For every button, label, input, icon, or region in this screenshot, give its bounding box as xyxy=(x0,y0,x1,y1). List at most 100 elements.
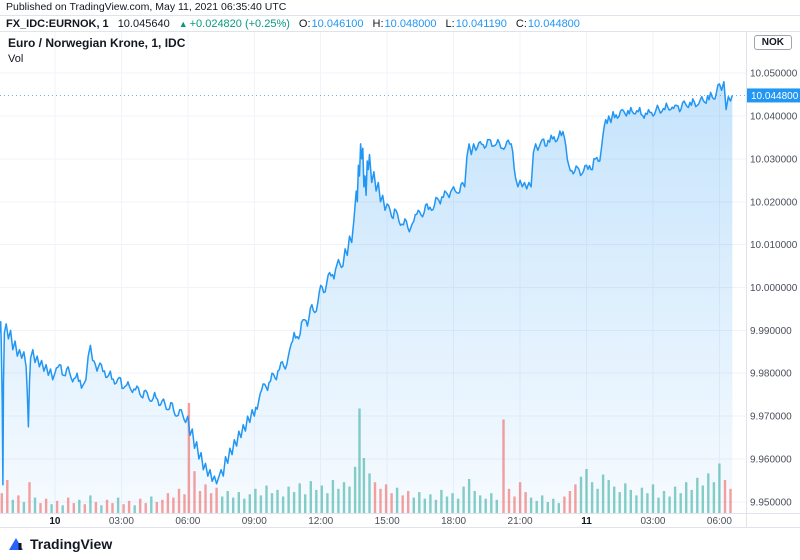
open-value: O:10.046100 xyxy=(298,17,364,30)
volume-bar xyxy=(541,495,544,513)
volume-bar xyxy=(127,500,131,513)
y-axis-label: 9.960000 xyxy=(750,454,792,465)
volume-bar xyxy=(607,480,610,513)
volume-bar xyxy=(177,488,181,513)
volume-bar xyxy=(418,492,421,513)
volume-bar xyxy=(44,498,48,513)
volume-bar xyxy=(276,489,279,513)
volume-bar xyxy=(479,495,482,513)
volume-bar xyxy=(529,497,533,513)
volume-bar xyxy=(281,496,285,513)
tradingview-logo[interactable] xyxy=(8,536,24,552)
volume-bar xyxy=(701,485,704,513)
x-axis-label: 18:00 xyxy=(441,516,466,527)
y-axis-label: 9.990000 xyxy=(750,326,792,337)
volume-bar xyxy=(226,491,229,513)
x-axis-label: 11 xyxy=(581,516,592,527)
volume-bar xyxy=(557,503,560,513)
chart-legend-volume[interactable]: Vol xyxy=(8,53,24,65)
volume-bar xyxy=(155,502,158,513)
volume-bar xyxy=(524,492,527,513)
up-arrow-icon: ▲ xyxy=(178,18,188,29)
volume-bar xyxy=(144,503,147,513)
volume-bar xyxy=(304,494,307,513)
y-axis-label: 10.050000 xyxy=(750,69,798,80)
volume-bar xyxy=(315,489,318,513)
symbol-bar: FX_IDC:EURNOK, 1 10.045640 ▲ +0.024820 (+… xyxy=(0,16,800,32)
volume-bar xyxy=(337,488,340,513)
price-scale[interactable]: 10.050000 10.040000 10.030000 10.020000 10.0… xyxy=(750,69,798,509)
volume-bar xyxy=(187,403,191,513)
time-scale[interactable]: 10 03:00 06:00 09:00 12:00 15:00 18:00 21:00 11 0… xyxy=(49,516,732,527)
volume-bar xyxy=(718,463,721,513)
volume-bar xyxy=(72,503,75,513)
volume-bar xyxy=(546,502,549,513)
volume-bar xyxy=(215,487,218,513)
x-axis-label: 03:00 xyxy=(109,516,134,527)
line-series xyxy=(0,80,734,486)
x-axis-label: 21:00 xyxy=(508,516,533,527)
volume-bar xyxy=(635,495,638,513)
y-axis-label: 10.040000 xyxy=(750,112,798,123)
volume-bar xyxy=(61,505,64,513)
volume-bar xyxy=(685,482,688,513)
volume-bar xyxy=(265,485,268,513)
volume-bar xyxy=(28,482,31,513)
volume-bar xyxy=(618,492,621,513)
volume-bar xyxy=(445,496,449,513)
volume-bar xyxy=(298,483,301,513)
x-axis-label: 15:00 xyxy=(375,516,400,527)
y-axis-label: 9.980000 xyxy=(750,369,792,380)
volume-bar xyxy=(22,502,26,513)
low-value: L:10.041190 xyxy=(445,17,507,30)
volume-bar xyxy=(662,491,666,513)
volume-bar xyxy=(368,473,371,513)
volume-bar xyxy=(373,482,377,513)
volume-bar xyxy=(624,483,627,513)
volume-bar xyxy=(183,494,186,513)
currency-toggle-button[interactable]: NOK xyxy=(753,35,792,50)
price-chart-canvas[interactable]: 10.050000 10.040000 10.030000 10.020000 10.0… xyxy=(0,32,800,527)
volume-bar xyxy=(254,488,257,513)
close-value: C:10.044800 xyxy=(515,17,580,30)
volume-bar xyxy=(243,498,246,513)
footer: TradingView xyxy=(0,527,800,559)
publish-text: Published on TradingView.com, May 11, 20… xyxy=(6,1,287,13)
volume-bar xyxy=(67,497,70,513)
x-axis-label: 09:00 xyxy=(242,516,267,527)
change-value: +0.024820 (+0.25%) xyxy=(189,17,290,30)
chart-area[interactable]: 10.050000 10.040000 10.030000 10.020000 10.0… xyxy=(0,32,800,527)
x-axis-label: 06:00 xyxy=(707,516,732,527)
volume-bar xyxy=(161,499,164,513)
volume-bar xyxy=(657,497,660,513)
volume-bar xyxy=(518,482,522,513)
chart-legend-symbol[interactable]: Euro / Norwegian Krone, 1, IDC xyxy=(8,36,186,50)
price-change: ▲ +0.024820 (+0.25%) xyxy=(179,18,290,30)
volume-bar xyxy=(309,481,312,513)
volume-bar xyxy=(412,497,415,513)
axis-borders xyxy=(0,32,800,527)
volume-bar xyxy=(646,493,649,513)
volume-bar xyxy=(83,504,86,513)
volume-bar xyxy=(287,486,290,513)
volume-bar xyxy=(390,493,393,513)
volume-bar xyxy=(651,484,655,513)
volume-bar xyxy=(193,471,196,513)
volume-bar xyxy=(342,482,346,513)
volume-bar xyxy=(379,488,382,513)
volume-bar xyxy=(78,499,81,513)
volume-bar xyxy=(407,491,410,513)
tradingview-wordmark[interactable]: TradingView xyxy=(30,535,113,552)
volume-bar xyxy=(401,495,404,513)
volume-bar xyxy=(221,496,224,513)
volume-bar xyxy=(456,498,460,513)
volume-series xyxy=(0,403,732,513)
volume-bar xyxy=(451,493,454,513)
volume-bar xyxy=(292,492,296,513)
x-axis-label: 03:00 xyxy=(640,516,665,527)
volume-bar xyxy=(502,419,505,513)
symbol-name[interactable]: FX_IDC:EURNOK, 1 xyxy=(6,17,109,30)
volume-bar xyxy=(579,476,583,513)
price-badge: 10.044800 xyxy=(747,88,800,103)
